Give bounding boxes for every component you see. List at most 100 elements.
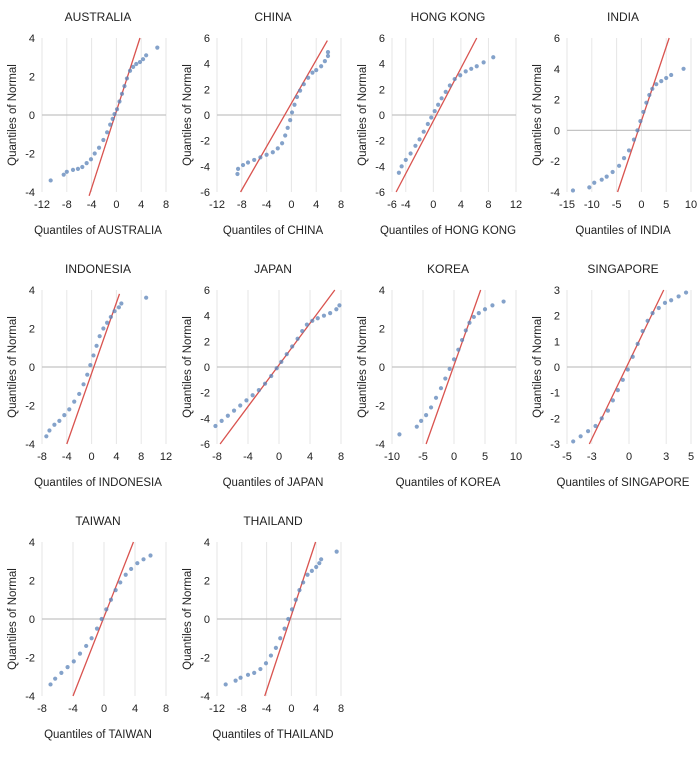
data-point: [490, 303, 495, 308]
data-point: [284, 352, 289, 357]
data-point: [104, 607, 109, 612]
data-point: [94, 626, 100, 631]
data-point: [77, 391, 82, 397]
data-point: [319, 64, 324, 69]
x-tick-label: 12: [510, 199, 522, 211]
data-point: [458, 73, 463, 78]
data-point: [501, 299, 506, 304]
data-point: [91, 353, 96, 358]
data-point: [245, 160, 251, 165]
data-point: [65, 665, 70, 670]
x-tick-label: 8: [338, 703, 344, 715]
data-point: [570, 188, 576, 193]
y-axis-label: Quantiles of Normal: [182, 316, 194, 418]
data-point: [408, 151, 413, 156]
data-point: [123, 572, 128, 577]
data-point: [108, 122, 113, 127]
chart-title: INDIA: [607, 10, 639, 24]
qq-panel-japan: -6 -4 -2 0 2 4 6 -8 -4 0 4 8 JAPAN Quantiles of JAPAN…: [175, 252, 347, 504]
x-axis-label: Quantiles of KOREA: [396, 477, 501, 489]
data-point: [252, 157, 257, 163]
data-point: [647, 92, 652, 98]
y-tick-label: -4: [550, 187, 560, 199]
x-tick-label: 8: [138, 451, 144, 463]
data-point: [669, 298, 674, 303]
data-point: [231, 408, 237, 413]
x-tick-label: -8: [212, 451, 222, 463]
data-point: [285, 125, 290, 130]
data-point: [654, 82, 659, 87]
y-tick-label: -2: [25, 149, 35, 161]
data-point: [605, 408, 611, 413]
data-point: [250, 393, 255, 398]
data-point: [67, 407, 72, 412]
qq-plot-india: -4 -2 0 2 4 6 -15 -10 -5 0 5 10 INDIA Quantiles of IN…: [532, 10, 697, 237]
y-tick-label: -1: [550, 388, 560, 400]
data-point: [88, 157, 94, 162]
y-tick-label: 4: [379, 285, 385, 297]
data-point: [244, 398, 249, 403]
y-tick-label: 1: [554, 336, 560, 348]
data-point: [587, 185, 592, 190]
x-tick-label: 0: [626, 451, 632, 463]
y-tick-label: -2: [25, 401, 35, 413]
data-point: [620, 377, 625, 382]
data-point: [451, 357, 457, 362]
y-axis-label: Quantiles of Normal: [532, 316, 544, 418]
data-point: [467, 320, 472, 325]
data-point: [610, 398, 615, 403]
data-point: [659, 79, 664, 84]
x-tick-label: -5: [418, 451, 428, 463]
data-point: [129, 566, 134, 572]
data-point: [137, 59, 143, 65]
x-tick-label: 0: [89, 451, 95, 463]
y-tick-label: -2: [375, 136, 385, 148]
x-tick-label: 4: [138, 199, 144, 211]
x-tick-label: -8: [237, 199, 247, 211]
data-point: [301, 580, 306, 585]
data-point: [81, 382, 86, 387]
data-point: [301, 82, 306, 87]
x-tick-label: -8: [62, 199, 72, 211]
chart-title: INDONESIA: [65, 262, 131, 276]
data-point: [310, 318, 315, 323]
x-tick-label: -6: [387, 199, 397, 211]
data-point: [75, 166, 81, 171]
data-point: [127, 68, 133, 73]
data-point: [593, 423, 598, 429]
data-point: [110, 116, 115, 121]
data-point: [414, 424, 419, 429]
data-point: [306, 75, 311, 80]
data-point: [403, 157, 408, 163]
data-point: [641, 109, 646, 115]
data-point: [101, 326, 106, 331]
data-point: [644, 100, 649, 105]
x-tick-label: 8: [338, 451, 344, 463]
data-point: [676, 294, 681, 299]
data-point: [135, 561, 140, 566]
x-tick-label: -12: [209, 199, 225, 211]
x-tick-label: -4: [68, 703, 78, 715]
data-point: [615, 388, 620, 393]
reference-line: [425, 289, 482, 445]
data-point: [310, 70, 315, 75]
data-point: [235, 171, 240, 177]
data-point: [119, 91, 125, 96]
data-point: [436, 102, 441, 107]
data-point: [155, 45, 160, 50]
x-tick-label: -3: [587, 451, 597, 463]
x-tick-label: 8: [163, 703, 169, 715]
y-tick-label: -4: [25, 439, 35, 451]
y-tick-label: 2: [379, 324, 385, 336]
y-tick-label: -2: [550, 156, 560, 168]
y-axis-label: Quantiles of Normal: [7, 64, 19, 166]
data-point: [443, 376, 448, 381]
data-point: [681, 66, 686, 71]
x-tick-label: 4: [313, 703, 319, 715]
data-point: [664, 75, 669, 81]
y-tick-label: 0: [29, 362, 35, 374]
y-tick-label: 3: [554, 285, 560, 297]
y-tick-label: -6: [375, 187, 385, 199]
data-point: [456, 347, 461, 352]
